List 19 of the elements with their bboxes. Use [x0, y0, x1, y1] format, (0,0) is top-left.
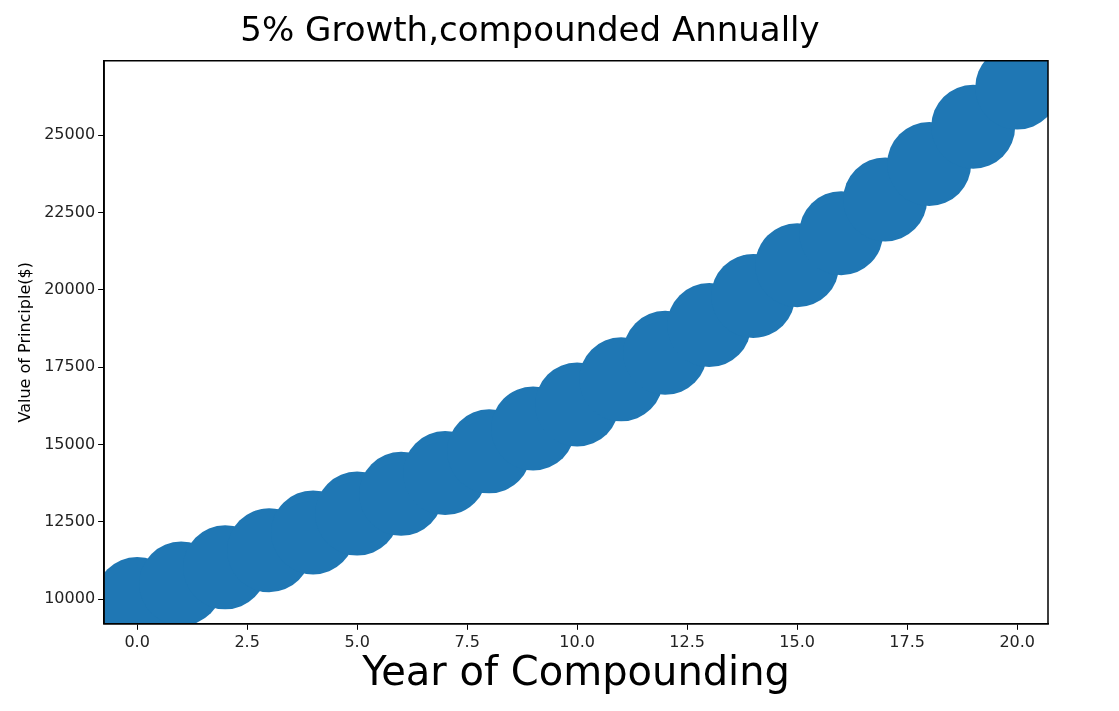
x-tick-label: 10.0	[559, 631, 595, 651]
y-axis-title: Value of Principle($)	[14, 262, 34, 423]
x-tick-label: 2.5	[234, 631, 260, 651]
y-tick-label: 22500	[44, 201, 96, 221]
x-tick-label: 7.5	[454, 631, 480, 651]
x-tick-label: 15.0	[779, 631, 815, 651]
y-tick-label: 10000	[44, 588, 96, 608]
x-tick-label: 20.0	[999, 631, 1036, 651]
chart-title: 5% Growth,compounded Annually	[240, 9, 820, 50]
y-tick-label: 12500	[44, 510, 96, 530]
y-tick-label: 17500	[44, 356, 96, 376]
y-tick-label: 20000	[44, 278, 96, 298]
y-tick-label: 25000	[44, 124, 96, 144]
x-tick-label: 5.0	[344, 631, 370, 651]
y-tick-label: 15000	[44, 433, 96, 453]
x-tick-label: 17.5	[889, 631, 925, 651]
x-tick-label: 0.0	[124, 631, 150, 651]
x-tick-label: 12.5	[669, 631, 705, 651]
x-axis-title: Year of Compounding	[361, 648, 790, 695]
